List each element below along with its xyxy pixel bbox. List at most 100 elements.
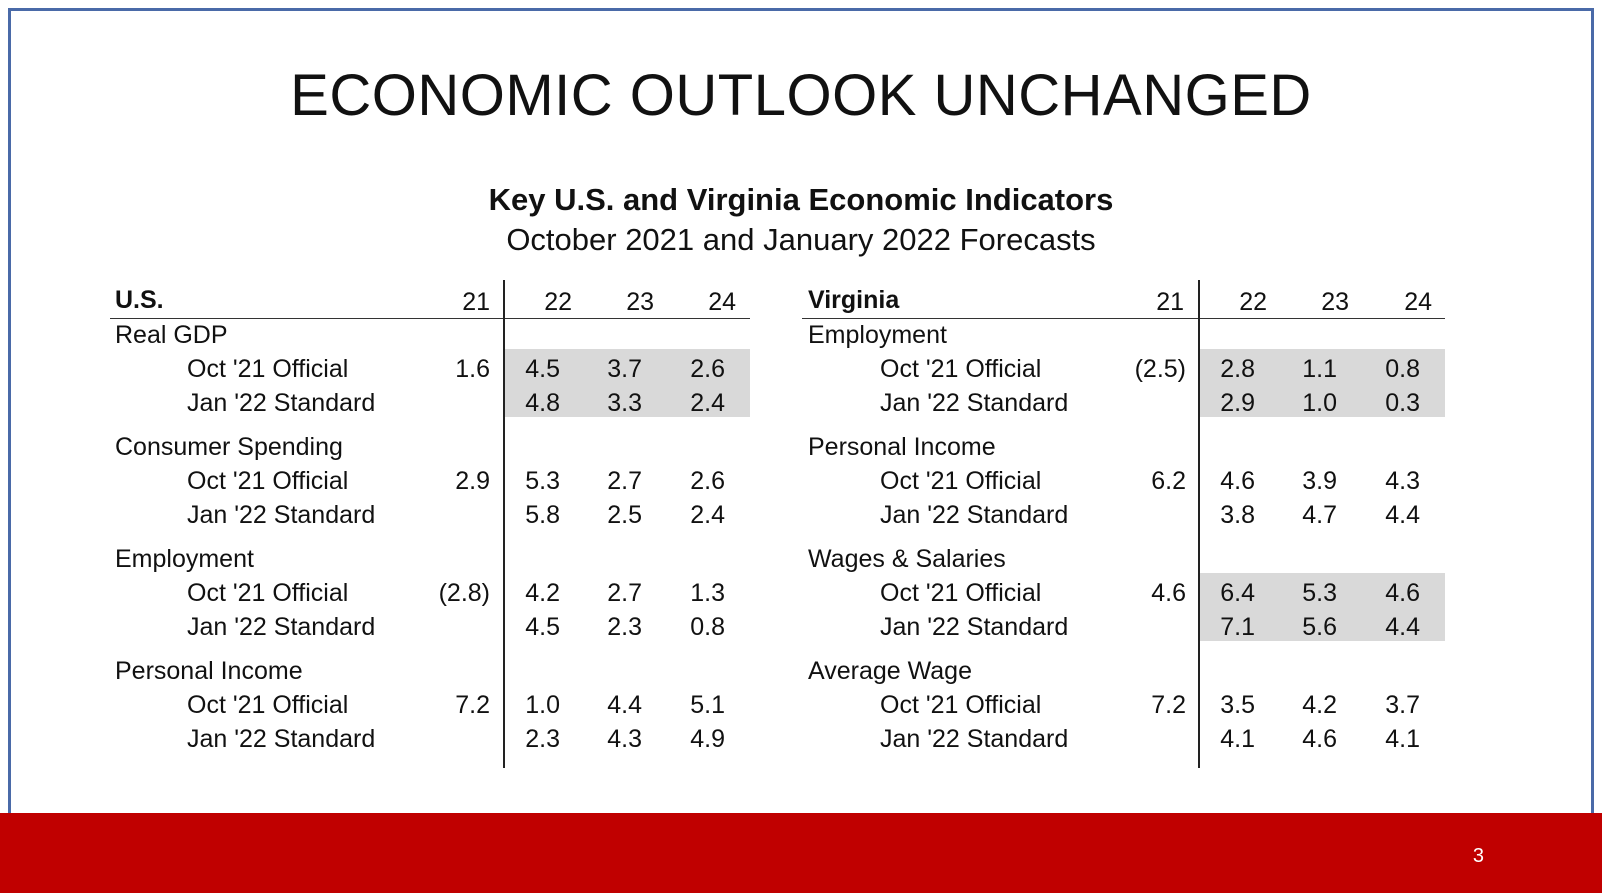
value-v24: 2.4: [690, 501, 725, 529]
value-v24: 0.8: [1385, 355, 1420, 383]
value-v22: 3.8: [1220, 501, 1255, 529]
va-year-23: 23: [1321, 288, 1349, 316]
footer-bar: [0, 813, 1602, 893]
indicator-name: Employment: [808, 321, 947, 349]
forecast-label: Jan '22 Standard: [187, 613, 376, 641]
value-v22: 6.4: [1220, 579, 1255, 607]
value-v23: 2.5: [607, 501, 642, 529]
value-v21: 1.6: [455, 355, 490, 383]
va-column-divider: [1198, 280, 1200, 768]
forecast-label: Jan '22 Standard: [880, 389, 1069, 417]
forecast-label: Jan '22 Standard: [880, 501, 1069, 529]
value-v24: 2.6: [690, 467, 725, 495]
value-v22: 5.8: [525, 501, 560, 529]
highlight-shade: [1200, 573, 1445, 641]
forecast-label: Oct '21 Official: [187, 579, 349, 607]
indicator-name: Average Wage: [808, 657, 972, 685]
value-v22: 4.8: [525, 389, 560, 417]
value-v24: 5.1: [690, 691, 725, 719]
value-v23: 4.7: [1302, 501, 1337, 529]
value-v22: 2.9: [1220, 389, 1255, 417]
value-v23: 4.2: [1302, 691, 1337, 719]
value-v24: 1.3: [690, 579, 725, 607]
frame-right-border: [1591, 8, 1594, 813]
frame-left-border: [8, 8, 11, 813]
forecast-label: Oct '21 Official: [187, 467, 349, 495]
forecast-label: Oct '21 Official: [187, 691, 349, 719]
indicator-name: Consumer Spending: [115, 433, 343, 461]
value-v22: 4.1: [1220, 725, 1255, 753]
value-v23: 3.7: [607, 355, 642, 383]
indicator-name: Real GDP: [115, 321, 228, 349]
value-v22: 7.1: [1220, 613, 1255, 641]
us-year-24: 24: [708, 288, 736, 316]
value-v24: 0.3: [1385, 389, 1420, 417]
value-v24: 2.4: [690, 389, 725, 417]
value-v23: 3.3: [607, 389, 642, 417]
highlight-shade: [505, 349, 750, 417]
value-v23: 5.6: [1302, 613, 1337, 641]
value-v23: 4.4: [607, 691, 642, 719]
page-number: 3: [1472, 845, 1484, 867]
forecast-label: Jan '22 Standard: [187, 501, 376, 529]
value-v24: 4.6: [1385, 579, 1420, 607]
value-v22: 4.6: [1220, 467, 1255, 495]
indicator-name: Wages & Salaries: [808, 545, 1006, 573]
frame-top-border: [8, 8, 1594, 11]
value-v22: 1.0: [525, 691, 560, 719]
indicator-name: Employment: [115, 545, 254, 573]
value-v24: 4.4: [1385, 501, 1420, 529]
value-v24: 0.8: [690, 613, 725, 641]
value-v24: 4.4: [1385, 613, 1420, 641]
us-year-23: 23: [626, 288, 654, 316]
value-v23: 2.3: [607, 613, 642, 641]
value-v23: 3.9: [1302, 467, 1337, 495]
value-v21: 2.9: [455, 467, 490, 495]
value-v23: 5.3: [1302, 579, 1337, 607]
forecast-label: Jan '22 Standard: [187, 725, 376, 753]
value-v22: 2.3: [525, 725, 560, 753]
va-year-24: 24: [1404, 288, 1432, 316]
forecast-label: Oct '21 Official: [880, 579, 1042, 607]
us-header: U.S.: [115, 286, 164, 314]
value-v22: 5.3: [525, 467, 560, 495]
value-v23: 1.0: [1302, 389, 1337, 417]
table-subtitle: October 2021 and January 2022 Forecasts: [506, 222, 1096, 257]
forecast-label: Oct '21 Official: [880, 691, 1042, 719]
forecast-label: Oct '21 Official: [187, 355, 349, 383]
forecast-label: Oct '21 Official: [880, 355, 1042, 383]
value-v21: 7.2: [455, 691, 490, 719]
value-v22: 4.5: [525, 613, 560, 641]
us-year-21: 21: [462, 288, 490, 316]
value-v23: 2.7: [607, 579, 642, 607]
value-v22: 3.5: [1220, 691, 1255, 719]
value-v21: (2.5): [1134, 355, 1186, 383]
value-v21: 4.6: [1151, 579, 1186, 607]
value-v21: 6.2: [1151, 467, 1186, 495]
value-v23: 4.3: [607, 725, 642, 753]
value-v21: (2.8): [438, 579, 490, 607]
value-v22: 4.2: [525, 579, 560, 607]
highlight-shade: [1200, 349, 1445, 417]
value-v23: 2.7: [607, 467, 642, 495]
us-header-rule: [110, 318, 750, 319]
value-v24: 4.1: [1385, 725, 1420, 753]
va-year-21: 21: [1156, 288, 1184, 316]
value-v21: 7.2: [1151, 691, 1186, 719]
value-v24: 4.3: [1385, 467, 1420, 495]
value-v24: 3.7: [1385, 691, 1420, 719]
value-v22: 4.5: [525, 355, 560, 383]
us-year-22: 22: [544, 288, 572, 316]
table-title: Key U.S. and Virginia Economic Indicator…: [488, 182, 1114, 217]
us-column-divider: [503, 280, 505, 768]
value-v24: 2.6: [690, 355, 725, 383]
forecast-label: Jan '22 Standard: [880, 725, 1069, 753]
value-v23: 1.1: [1302, 355, 1337, 383]
value-v23: 4.6: [1302, 725, 1337, 753]
value-v24: 4.9: [690, 725, 725, 753]
va-header: Virginia: [808, 286, 900, 314]
slide-title: ECONOMIC OUTLOOK UNCHANGED: [290, 63, 1312, 128]
indicator-name: Personal Income: [115, 657, 303, 685]
indicator-name: Personal Income: [808, 433, 996, 461]
